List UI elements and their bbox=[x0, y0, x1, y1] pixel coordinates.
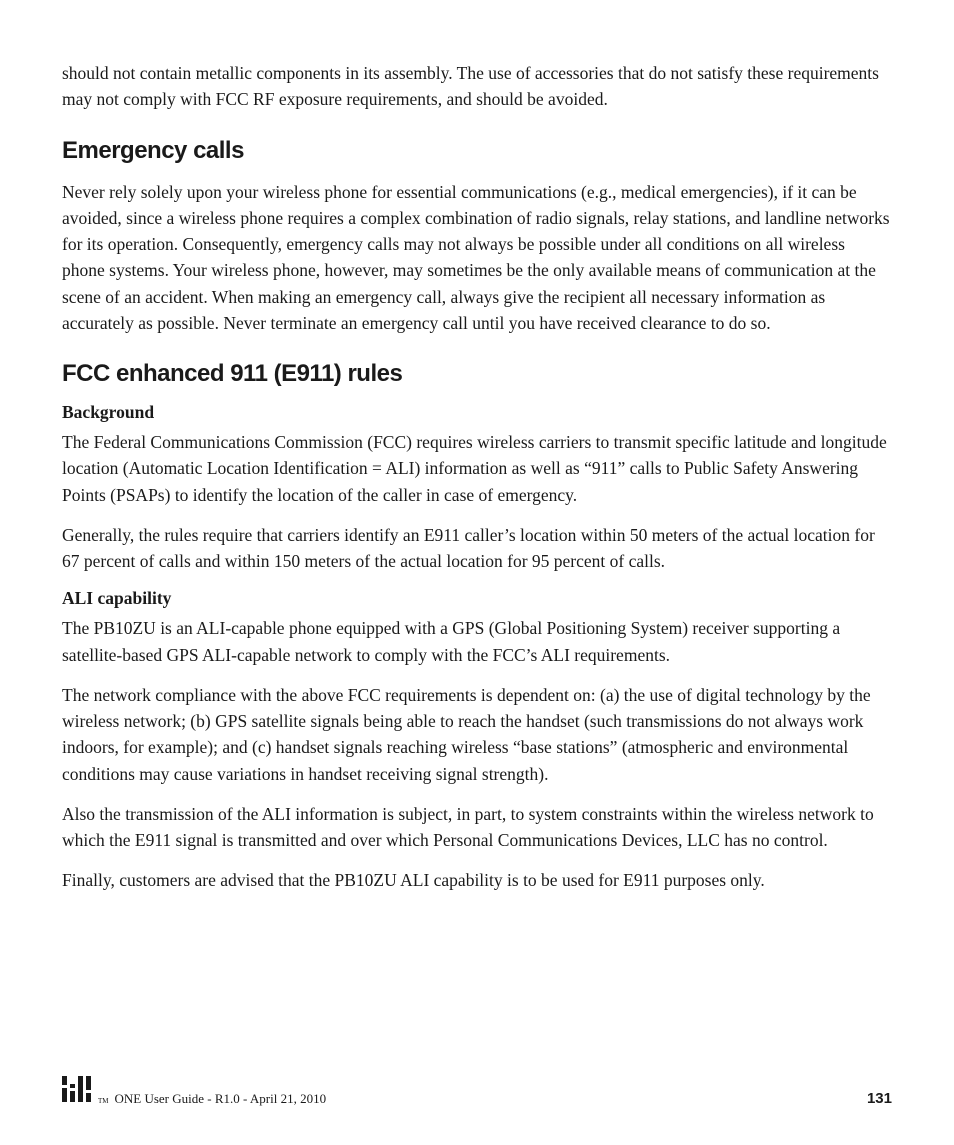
ali-capability-heading: ALI capability bbox=[62, 588, 892, 609]
ali-paragraph-4: Finally, customers are advised that the … bbox=[62, 867, 892, 893]
emergency-calls-heading: Emergency calls bbox=[62, 137, 892, 165]
emergency-calls-paragraph: Never rely solely upon your wireless pho… bbox=[62, 179, 892, 337]
page-number: 131 bbox=[867, 1090, 892, 1107]
ali-paragraph-1: The PB10ZU is an ALI-capable phone equip… bbox=[62, 615, 892, 668]
fcc-e911-heading: FCC enhanced 911 (E911) rules bbox=[62, 360, 892, 388]
background-heading: Background bbox=[62, 402, 892, 423]
ali-paragraph-3: Also the transmission of the ALI informa… bbox=[62, 801, 892, 854]
trademark-symbol: TM bbox=[98, 1097, 109, 1105]
footer-left: TM ONE User Guide - R1.0 - April 21, 201… bbox=[62, 1076, 326, 1107]
background-paragraph-1: The Federal Communications Commission (F… bbox=[62, 429, 892, 508]
page-footer: TM ONE User Guide - R1.0 - April 21, 201… bbox=[62, 1076, 892, 1107]
footer-text: ONE User Guide - R1.0 - April 21, 2010 bbox=[115, 1091, 327, 1107]
ali-paragraph-2: The network compliance with the above FC… bbox=[62, 682, 892, 787]
background-paragraph-2: Generally, the rules require that carrie… bbox=[62, 522, 892, 575]
intro-paragraph: should not contain metallic components i… bbox=[62, 60, 892, 113]
kin-logo-icon bbox=[62, 1076, 92, 1107]
